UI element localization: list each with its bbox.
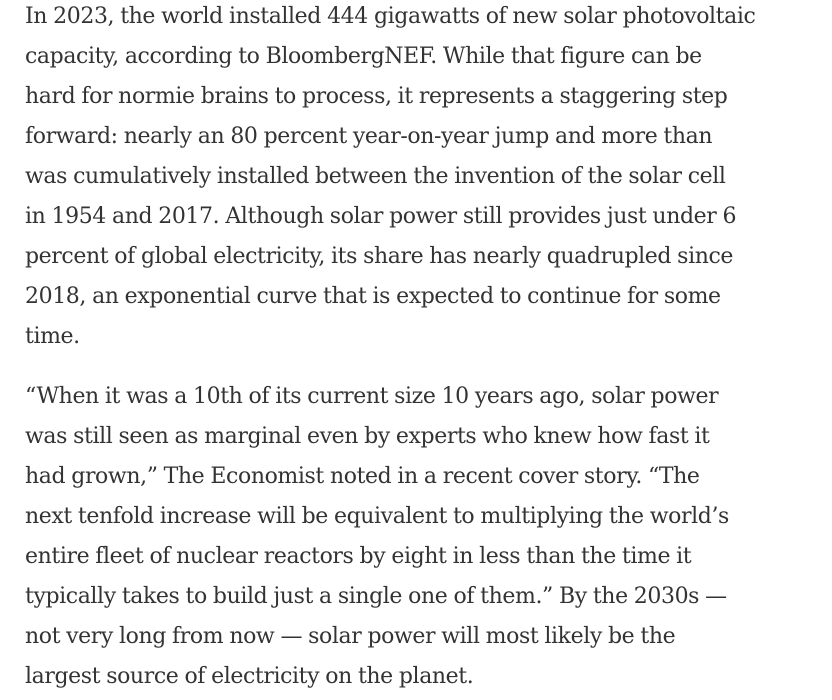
paragraph-2-line: was still seen as marginal even by exper… (25, 424, 710, 449)
paragraph-1-line: capacity, according to BloombergNEF. Whi… (25, 44, 702, 69)
paragraph-2: “When it was a 10th of its current size … (25, 377, 825, 697)
paragraph-1-line: 2018, an exponential curve that is expec… (25, 284, 721, 309)
paragraph-1-line: in 1954 and 2017. Although solar power s… (25, 204, 737, 229)
paragraph-2-line: entire fleet of nuclear reactors by eigh… (25, 544, 692, 569)
paragraph-1-line: time. (25, 324, 80, 349)
paragraph-2-line: had grown,” The Economist noted in a rec… (25, 464, 700, 489)
paragraph-1-line: was cumulatively installed between the i… (25, 164, 726, 189)
paragraph-1-line: percent of global electricity, its share… (25, 244, 734, 269)
paragraph-2-line: typically takes to build just a single o… (25, 584, 727, 609)
paragraph-1: In 2023, the world installed 444 gigawat… (25, 0, 825, 357)
paragraph-1-line: forward: nearly an 80 percent year-on-ye… (25, 124, 713, 149)
paragraph-1-line: hard for normie brains to process, it re… (25, 84, 728, 109)
paragraph-2-line: next tenfold increase will be equivalent… (25, 504, 729, 529)
article-body: In 2023, the world installed 444 gigawat… (25, 0, 825, 697)
paragraph-2-line: “When it was a 10th of its current size … (25, 384, 719, 409)
paragraph-2-line: largest source of electricity on the pla… (25, 664, 474, 689)
paragraph-2-line: not very long from now — solar power wil… (25, 624, 676, 649)
paragraph-1-line: In 2023, the world installed 444 gigawat… (25, 4, 756, 29)
